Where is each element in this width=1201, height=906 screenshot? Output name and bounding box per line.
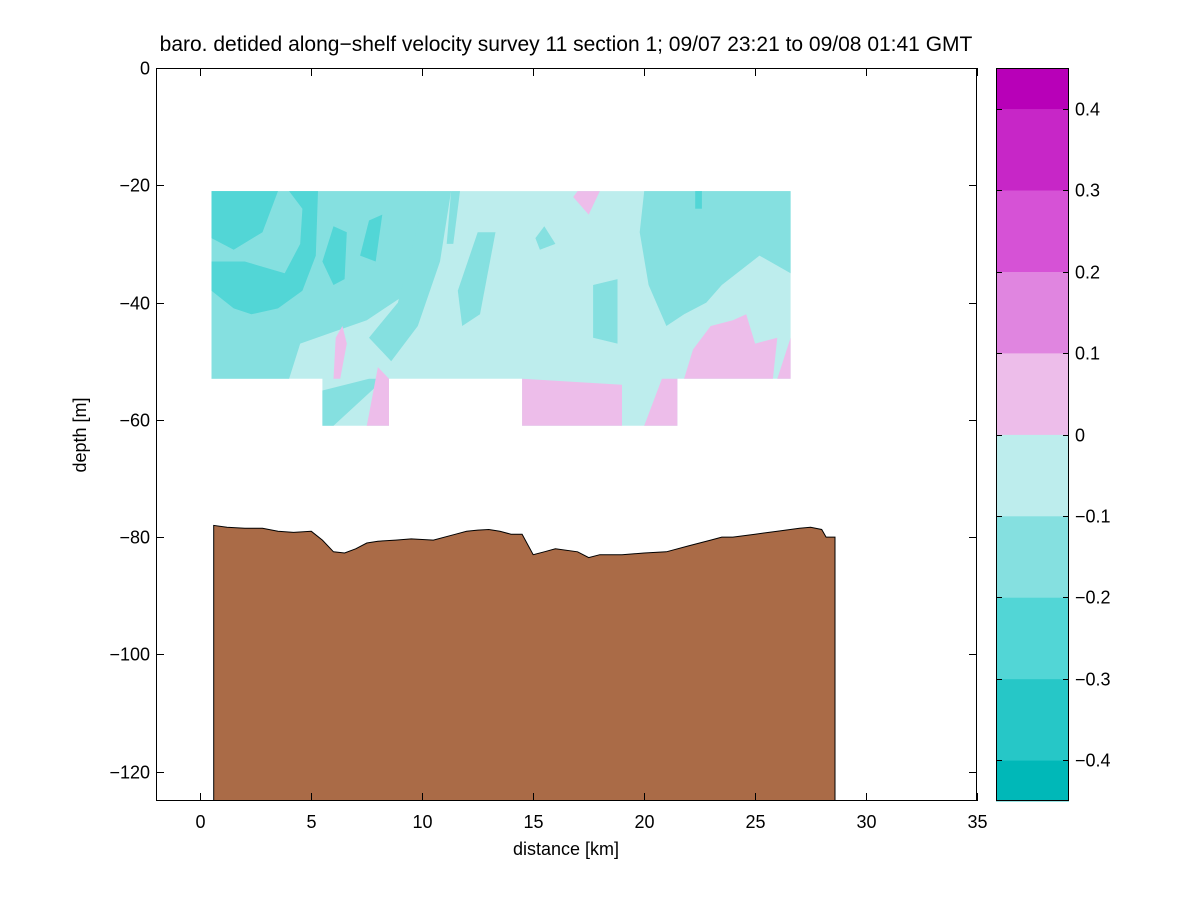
x-tick-label: 20 — [634, 812, 654, 832]
velocity-contour-patch-12 — [695, 191, 702, 209]
colorbar-band-1 — [996, 678, 1069, 761]
colorbar-band-9 — [996, 68, 1069, 110]
y-tick-label: −100 — [109, 645, 150, 665]
velocity-contour-patch-2 — [322, 378, 385, 426]
velocity-contour-patch-9 — [639, 191, 791, 326]
plot-frame — [156, 68, 977, 801]
y-axis-label: depth [m] — [70, 397, 90, 472]
colorbar-tick-label: 0.3 — [1075, 181, 1100, 201]
colorbar-tick-label: −0.3 — [1075, 670, 1111, 690]
x-tick-label: 30 — [856, 812, 876, 832]
colorbar-tick-label: 0.2 — [1075, 263, 1100, 283]
x-tick-label: 5 — [306, 812, 316, 832]
x-tick-label: 10 — [412, 812, 432, 832]
velocity-contour-patch-17 — [644, 378, 678, 426]
x-tick-label: 0 — [195, 812, 205, 832]
colorbar-band-8 — [996, 108, 1069, 191]
colorbar-band-6 — [996, 271, 1069, 354]
colorbar-band-2 — [996, 597, 1069, 680]
colorbar-tick-label: 0.1 — [1075, 344, 1100, 364]
y-tick-label: −40 — [119, 294, 150, 314]
velocity-contour-patch-16 — [522, 378, 622, 426]
velocity-contour-patch-4 — [211, 191, 318, 315]
x-tick-label: 25 — [745, 812, 765, 832]
velocity-contour-patch-7 — [446, 191, 460, 244]
velocity-contour-patch-3 — [211, 191, 278, 250]
colorbar-tick-label: 0.4 — [1075, 100, 1100, 120]
colorbar-band-4 — [996, 434, 1069, 517]
colorbar-band-7 — [996, 190, 1069, 272]
plot-area — [211, 191, 836, 801]
velocity-contour-patch-8 — [457, 232, 496, 326]
y-tick-label: −60 — [119, 411, 150, 431]
colorbar-tick-label: 0 — [1075, 426, 1085, 446]
velocity-contour-patch-18 — [366, 367, 389, 426]
velocity-contour-patch-5 — [322, 226, 347, 285]
x-axis-label: distance [km] — [513, 839, 619, 859]
colorbar-tick-label: −0.1 — [1075, 507, 1111, 527]
velocity-contour-patch-19 — [333, 326, 347, 379]
y-tick-label: −20 — [119, 176, 150, 196]
x-tick-label: 15 — [523, 812, 543, 832]
plot-axes: 0 5 10 15 20 25 30 35 0 −20 −40 −60 −80 −100 −120 — [109, 59, 987, 833]
y-tick-label: −120 — [109, 763, 150, 783]
colorbar-frame — [996, 68, 1069, 801]
velocity-contour-patch-15 — [777, 337, 791, 379]
velocity-contour-patch-14 — [684, 314, 778, 379]
velocity-contour-patch-13 — [573, 191, 600, 215]
y-tick-label: 0 — [140, 59, 150, 79]
velocity-contour-patch-11 — [535, 226, 556, 250]
colorbar-band-5 — [996, 353, 1069, 435]
colorbar: −0.4 −0.3 −0.2 −0.1 0 0.1 0.2 0.3 0.4 — [996, 68, 1111, 802]
velocity-contour-patch-10 — [593, 279, 618, 344]
velocity-contour-patch-6 — [360, 214, 383, 262]
colorbar-band-0 — [996, 760, 1069, 802]
colorbar-tick-label: −0.2 — [1075, 588, 1111, 608]
colorbar-tick-label: −0.4 — [1075, 751, 1111, 771]
colorbar-band-3 — [996, 515, 1069, 598]
y-tick-label: −80 — [119, 528, 150, 548]
velocity-contour-patch-1 — [369, 191, 452, 362]
chart-title: baro. detided along−shelf velocity surve… — [160, 33, 973, 56]
x-tick-label: 35 — [967, 812, 987, 832]
seafloor-bathymetry — [213, 524, 836, 801]
